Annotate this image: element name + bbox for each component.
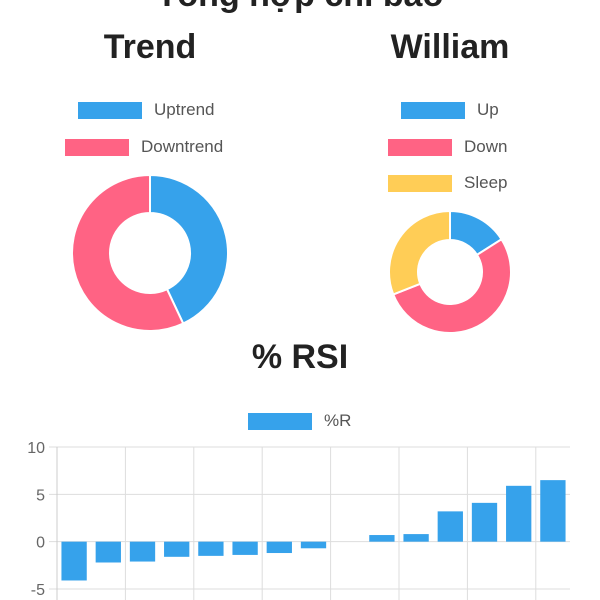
legend-label-up: Up <box>477 100 499 119</box>
trend-title: Trend <box>103 28 197 66</box>
legend-label-downtrend: Downtrend <box>141 137 224 156</box>
legend-swatch-up <box>401 101 465 119</box>
bar[interactable] <box>164 541 190 557</box>
bar[interactable] <box>61 541 87 581</box>
bar[interactable] <box>95 541 121 563</box>
legend-label-down: Down <box>464 137 508 156</box>
y-tick-label: -5 <box>31 582 45 599</box>
legend-item-sleep[interactable]: Sleep <box>388 172 507 194</box>
bar[interactable] <box>266 541 292 554</box>
legend-item-downtrend[interactable]: Downtrend <box>65 136 223 158</box>
page-heading: Tổng hợp chỉ báo <box>0 0 600 15</box>
legend-item-uptrend[interactable]: Uptrend <box>78 99 214 121</box>
y-tick-label: 5 <box>36 487 45 504</box>
bar[interactable] <box>403 534 429 542</box>
legend-swatch-r <box>248 412 312 430</box>
bar[interactable] <box>540 480 566 542</box>
legend-swatch-sleep <box>388 174 452 192</box>
william-title: William <box>390 28 510 66</box>
bar[interactable] <box>369 535 395 542</box>
legend-swatch-uptrend <box>78 101 142 119</box>
legend-swatch-downtrend <box>65 138 129 156</box>
legend-label-uptrend: Uptrend <box>154 100 215 119</box>
william-slice-down[interactable] <box>391 237 512 334</box>
rsi-title: % RSI <box>251 338 349 376</box>
bar[interactable] <box>506 485 532 542</box>
trend-slice-downtrend[interactable] <box>71 173 185 332</box>
legend-label-sleep: Sleep <box>464 173 508 192</box>
bar[interactable] <box>198 541 224 556</box>
legend-swatch-down <box>388 138 452 156</box>
bar[interactable] <box>437 511 463 542</box>
bar[interactable] <box>232 541 258 555</box>
bar[interactable] <box>300 541 327 549</box>
bar[interactable] <box>471 502 498 542</box>
legend-item-r[interactable]: %R <box>248 410 351 432</box>
y-tick-label: 0 <box>36 535 45 552</box>
legend-item-down[interactable]: Down <box>388 136 507 158</box>
y-tick-label: 10 <box>27 440 45 457</box>
bar[interactable] <box>129 541 156 562</box>
legend-label-r: %R <box>324 411 352 430</box>
trend-slice-uptrend[interactable] <box>149 173 229 325</box>
legend-item-up[interactable]: Up <box>401 99 499 121</box>
william-slice-sleep[interactable] <box>388 209 451 296</box>
